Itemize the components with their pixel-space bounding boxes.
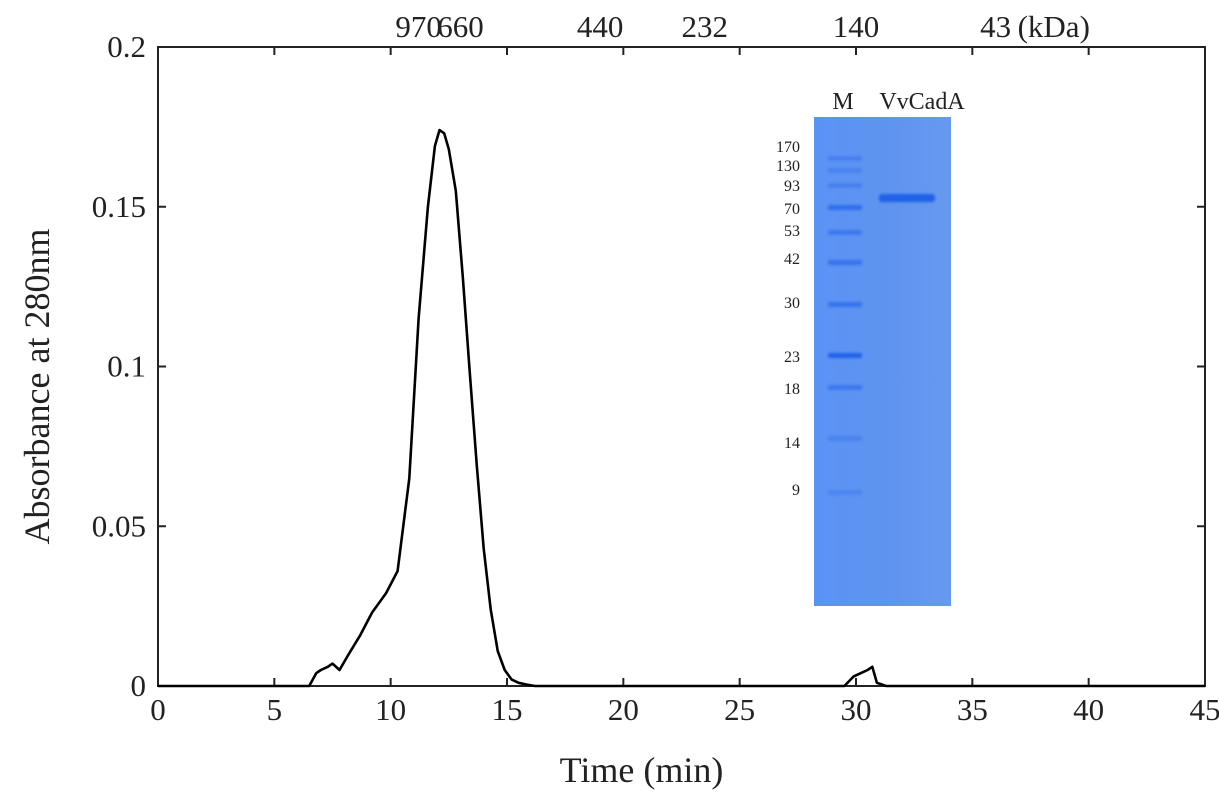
y-tick-label: 0.2 [107,29,146,64]
marker-band [828,205,862,210]
x-tick-label: 25 [724,692,755,727]
gel-mw-label: 53 [784,223,800,240]
x-tick-label: 15 [492,692,523,727]
y-tick-label: 0 [131,668,147,703]
x-tick-label: 45 [1190,692,1219,727]
gel-mw-label: 30 [784,295,800,312]
gel-mw-label: 70 [784,201,800,218]
marker-band [828,302,862,307]
marker-band [828,230,862,235]
marker-band [828,353,862,358]
mw-unit-label: (kDa) [1018,9,1090,44]
plot-frame [158,47,1205,686]
x-axis-label: Time (min) [560,750,724,790]
gel-mw-label: 14 [784,435,800,452]
marker-band [828,156,862,161]
y-tick-label: 0.1 [107,349,146,384]
marker-band [828,436,862,441]
mw-marker-label: 970 [395,9,442,44]
x-tick-label: 5 [267,692,283,727]
gel-background [814,117,951,606]
mw-marker-label: 43 [980,9,1011,44]
series-line [158,130,1205,686]
gel-mw-label: 23 [784,349,800,366]
lane-label-sample: VvCadA [879,89,965,115]
mw-marker-label: 660 [437,9,484,44]
marker-band [828,168,862,173]
marker-band [828,490,862,495]
gel-mw-label: 130 [776,158,800,175]
mw-marker-label: 140 [833,9,880,44]
y-axis-label: Absorbance at 280nm [17,229,57,545]
mw-marker-label: 440 [577,9,624,44]
lane-label-marker: M [832,89,853,115]
gel-mw-label: 93 [784,178,800,195]
marker-band [828,183,862,188]
text-layer: 0 5 10 15 20 25 30 35 40 45 0 0.05 0.1 0.15 0.2 Time (m… [17,9,1219,790]
x-tick-label: 20 [608,692,639,727]
gel-inset: M VvCadA 170 130 93 70 53 42 30 23 18 14 9 [776,89,965,606]
y-tick-label: 0.15 [92,189,146,224]
marker-band [828,260,862,265]
x-tick-label: 35 [957,692,988,727]
gel-mw-label: 9 [792,482,800,499]
y-tick-label: 0.05 [92,508,146,543]
x-tick-label: 40 [1073,692,1104,727]
x-tick-label: 30 [841,692,872,727]
mw-marker-label: 232 [682,9,729,44]
x-tick-label: 10 [375,692,406,727]
series-layer [158,130,1205,686]
marker-band [828,385,862,390]
axes [158,47,1205,686]
gel-mw-label: 170 [776,139,800,156]
gel-mw-label: 42 [784,251,800,268]
gel-mw-label: 18 [784,381,800,398]
x-tick-label: 0 [150,692,166,727]
sample-band [879,194,935,202]
